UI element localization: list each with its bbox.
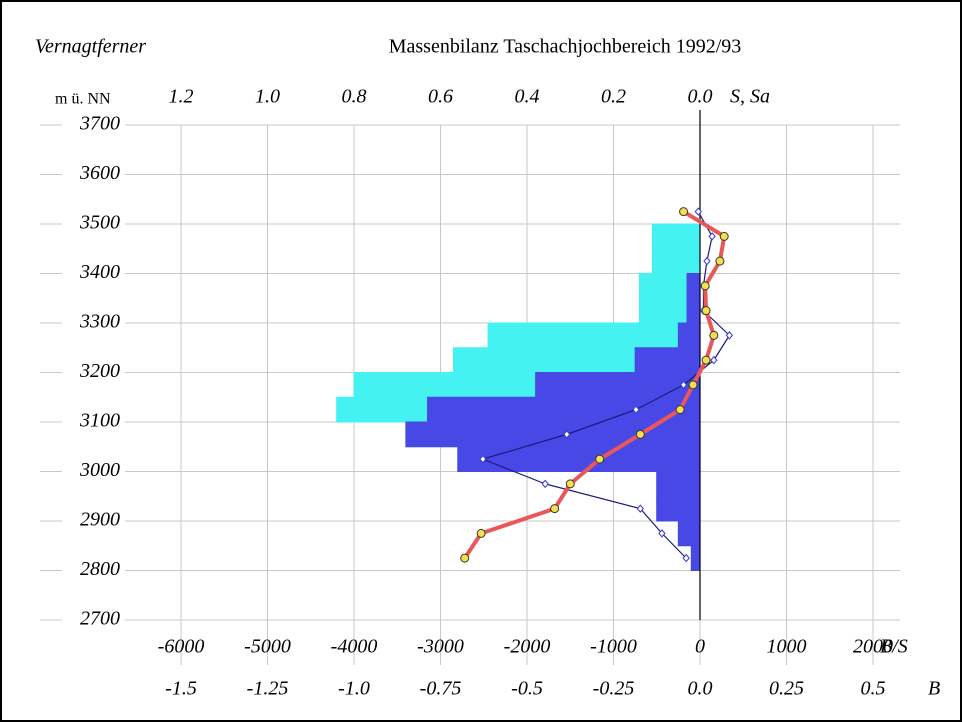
- y-tick-label: 3300: [79, 311, 120, 333]
- x2-tick-label: -0.5: [511, 678, 543, 700]
- x2-tick-label: -0.25: [593, 678, 635, 700]
- x3-tick-label: 0.8: [342, 86, 367, 108]
- point: [460, 553, 470, 563]
- point: [476, 528, 486, 538]
- y-tick-label: 3500: [79, 212, 120, 234]
- x-tick-label: 1000: [767, 636, 807, 658]
- point: [565, 479, 575, 489]
- point: [715, 256, 725, 266]
- point: [710, 355, 718, 365]
- x3-tick-label: 0.4: [515, 86, 540, 108]
- x2-tick-label: -1.5: [165, 678, 197, 700]
- area-band: [427, 396, 701, 423]
- point: [700, 281, 710, 291]
- area-band: [677, 520, 701, 547]
- x3-tick-label: 1.2: [169, 86, 194, 108]
- point: [679, 380, 688, 390]
- y-axis-label: m ü. NN: [55, 91, 111, 108]
- area-band: [677, 322, 701, 349]
- x2-tick-label: -1.0: [338, 678, 370, 700]
- point: [675, 405, 685, 415]
- y-tick-label: 2900: [80, 509, 120, 531]
- x3-tick-label: 0.0: [688, 86, 713, 108]
- point: [563, 430, 571, 439]
- point: [682, 553, 690, 563]
- x3-tick-label: 1.0: [255, 86, 280, 108]
- x2-axis-label: B: [928, 678, 940, 700]
- y-tick-label: 3400: [79, 261, 120, 283]
- area-band: [651, 223, 701, 250]
- point: [636, 504, 644, 513]
- point: [701, 355, 711, 365]
- x2-tick-label: 0.0: [688, 678, 713, 700]
- point: [688, 380, 698, 390]
- x-tick-label: 0: [695, 636, 705, 658]
- point: [709, 330, 719, 340]
- point: [541, 479, 549, 489]
- x3-axis-label: S, Sa: [730, 86, 770, 108]
- point: [550, 504, 560, 514]
- point: [658, 529, 666, 538]
- x-axis-label: B/S: [880, 636, 908, 658]
- y-tick-label: 3700: [79, 113, 120, 135]
- area-band: [487, 322, 701, 349]
- y-tick-label: 2700: [80, 608, 120, 630]
- x-tick-label: -4000: [331, 636, 378, 658]
- x3-tick-label: 0.6: [428, 86, 453, 108]
- x-tick-label: -3000: [417, 636, 464, 658]
- area-band: [690, 545, 701, 571]
- point: [679, 207, 689, 217]
- x-tick-label: 2000: [853, 636, 893, 658]
- y-tick-label: 3600: [79, 162, 120, 184]
- point: [708, 232, 716, 241]
- area-band: [535, 372, 701, 398]
- x-tick-label: -6000: [158, 636, 205, 658]
- x2-tick-label: 0.5: [861, 678, 886, 700]
- y-tick-label: 2800: [80, 558, 120, 580]
- point: [701, 306, 711, 316]
- area-band: [656, 495, 701, 522]
- x3-tick-label: 0.2: [601, 86, 626, 108]
- point: [719, 231, 729, 241]
- area-band: [634, 347, 701, 373]
- area-band: [686, 273, 701, 299]
- x-tick-label: -5000: [244, 636, 291, 658]
- y-tick-label: 3100: [79, 410, 120, 432]
- chart-title: Massenbilanz Taschachjochbereich 1992/93: [389, 36, 742, 58]
- point: [694, 207, 702, 216]
- x2-tick-label: -0.75: [420, 678, 462, 700]
- point: [703, 256, 711, 266]
- area-band: [656, 471, 701, 497]
- point: [635, 429, 645, 439]
- point: [725, 331, 734, 340]
- area-band: [651, 248, 701, 274]
- area-band: [686, 297, 701, 324]
- point: [479, 454, 487, 464]
- y-tick-label: 3200: [79, 360, 120, 382]
- x2-tick-label: 0.25: [769, 678, 804, 700]
- y-tick-label: 3000: [79, 459, 120, 481]
- x-tick-label: -2000: [504, 636, 551, 658]
- point: [595, 454, 605, 464]
- x-tick-label: -1000: [590, 636, 637, 658]
- chart-subtitle: Vernagtferner: [35, 36, 146, 58]
- point: [632, 405, 640, 414]
- x2-tick-label: -1.25: [247, 678, 289, 700]
- area-band: [457, 446, 701, 472]
